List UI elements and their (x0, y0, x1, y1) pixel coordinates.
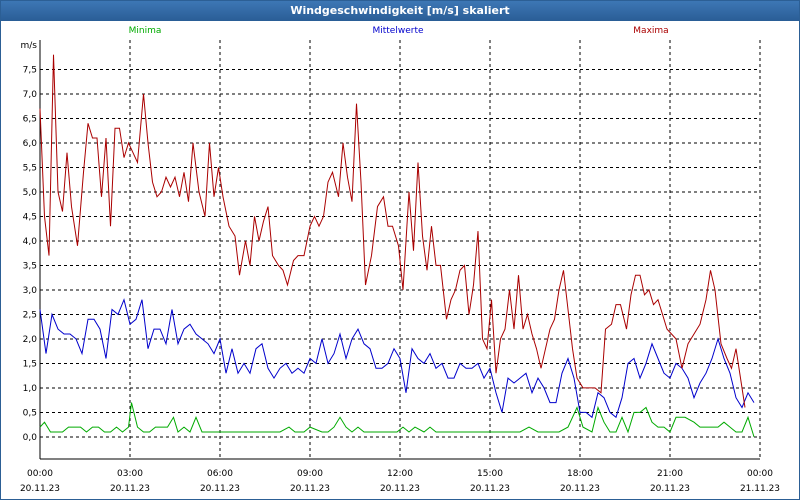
y-tick-label: 6,5 (23, 114, 37, 124)
y-tick-label: 3,0 (23, 286, 38, 296)
x-tick-date-label: 20.11.23 (560, 484, 600, 494)
legend: Minima Mittelwerte Maxima (129, 26, 669, 36)
x-tick-time-label: 18:00 (567, 469, 593, 479)
x-tick-date-label: 20.11.23 (650, 484, 690, 494)
y-tick-label: 1,0 (23, 384, 38, 394)
x-tick-date-label: 20.11.23 (470, 484, 510, 494)
y-tick-label: 2,5 (23, 310, 37, 320)
y-tick-label: 4,0 (23, 237, 38, 247)
x-tick-date-label: 20.11.23 (380, 484, 420, 494)
y-tick-label: 5,0 (23, 188, 38, 198)
series-line-minima (39, 402, 755, 438)
y-tick-label: 0,0 (23, 433, 38, 443)
y-tick-label: 7,0 (23, 90, 38, 100)
legend-minima: Minima (129, 26, 162, 36)
wind-speed-chart: 0,0 0,5 1,0 1,5 2,0 2,5 3,0 3,5 4,0 4,5 5,0 5,5 6,0 6… (1, 21, 798, 499)
x-tick-date-label: 20.11.23 (290, 484, 330, 494)
legend-maxima: Maxima (633, 26, 668, 36)
axes: 0,0 0,5 1,0 1,5 2,0 2,5 3,0 3,5 4,0 4,5 5,0 5,5 6,0 6… (20, 40, 780, 494)
y-axis-label: m/s (21, 41, 38, 51)
y-tick-label: 5,5 (23, 163, 37, 173)
x-tick-time-label: 00:00 (27, 469, 53, 479)
x-tick-time-label: 09:00 (297, 469, 323, 479)
y-tick-label: 7,5 (23, 65, 37, 75)
x-tick-date-label: 20.11.23 (110, 484, 150, 494)
legend-mittelwerte: Mittelwerte (372, 26, 423, 36)
series-lines (39, 54, 755, 438)
series-line-mittelwerte (39, 298, 755, 419)
x-tick-time-label: 21:00 (657, 469, 683, 479)
y-tick-label: 6,0 (23, 139, 38, 149)
y-tick-label: 3,5 (23, 261, 37, 271)
x-tick-time-label: 15:00 (477, 469, 503, 479)
x-tick-date-label: 20.11.23 (20, 484, 60, 494)
x-tick-time-label: 06:00 (207, 469, 233, 479)
window-title: Windgeschwindigkeit [m/s] skaliert (1, 1, 799, 21)
x-tick-time-label: 00:00 (747, 469, 773, 479)
x-tick-time-label: 03:00 (117, 469, 143, 479)
y-tick-label: 4,5 (23, 212, 37, 222)
x-tick-date-label: 21.11.23 (740, 484, 780, 494)
y-tick-label: 2,0 (23, 335, 38, 345)
y-tick-label: 1,5 (23, 359, 37, 369)
series-line-maxima (39, 54, 746, 408)
x-tick-date-label: 20.11.23 (200, 484, 240, 494)
y-tick-label: 0,5 (23, 408, 37, 418)
x-tick-time-label: 12:00 (387, 469, 413, 479)
